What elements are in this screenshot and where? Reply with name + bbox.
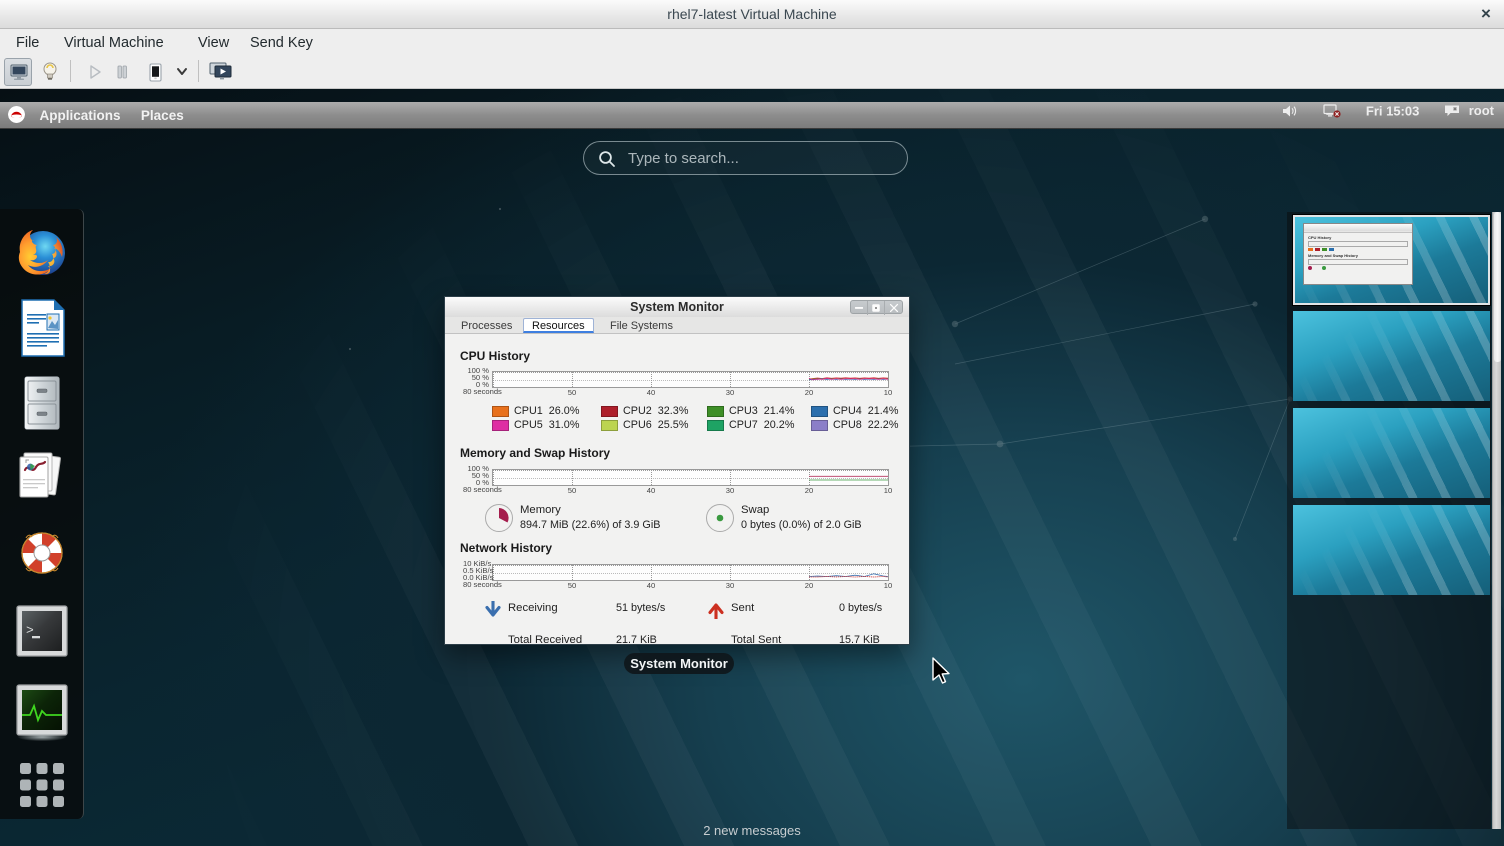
svg-text:>: >	[26, 623, 34, 638]
